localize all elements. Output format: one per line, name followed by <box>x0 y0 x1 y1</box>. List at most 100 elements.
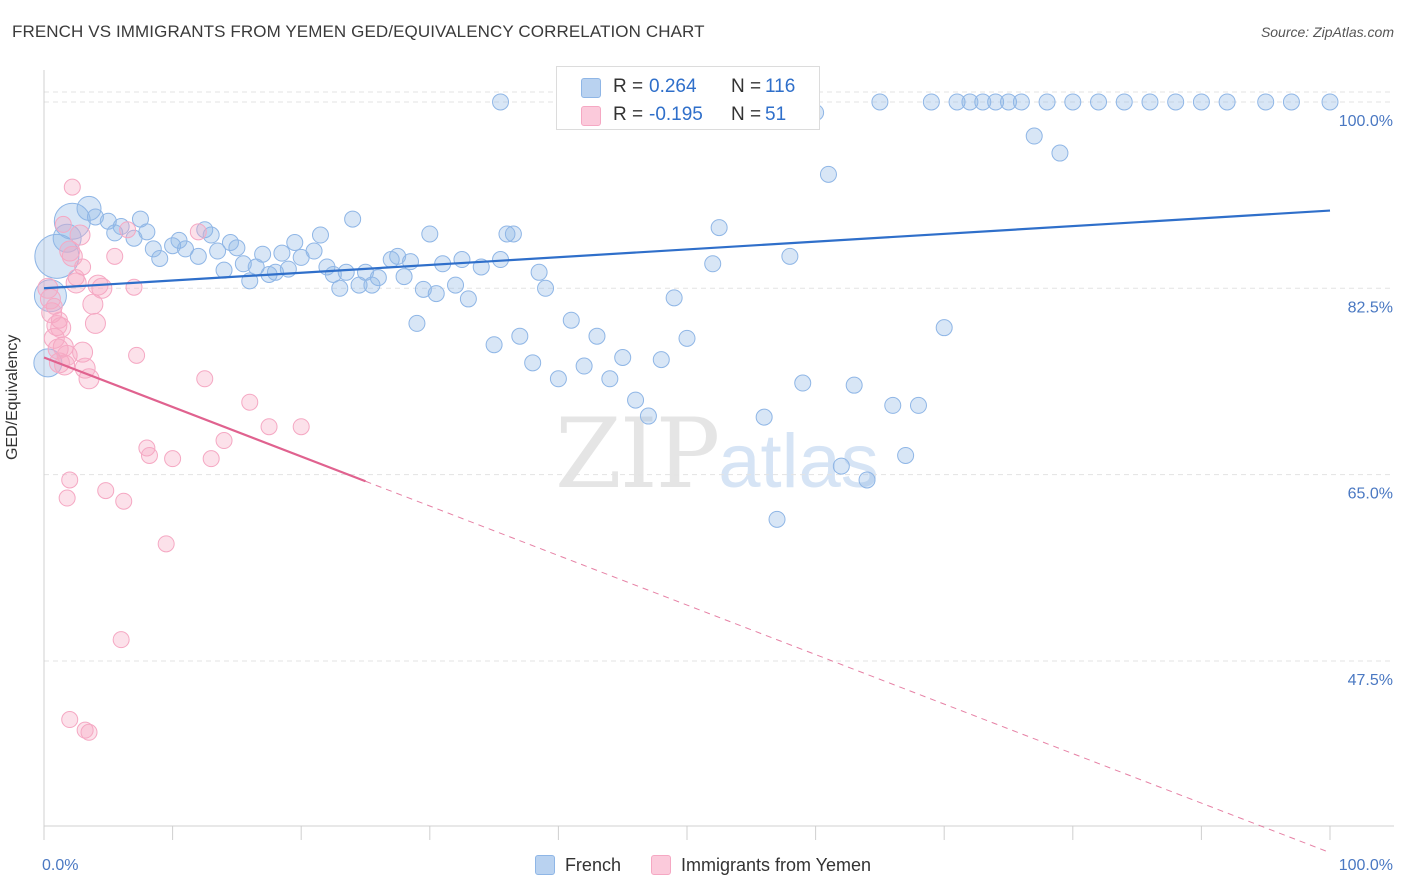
y-tick-label: 100.0% <box>1339 113 1393 130</box>
yemen-point <box>106 247 124 265</box>
french-point <box>498 225 516 243</box>
french-point <box>189 247 207 265</box>
french-point <box>524 354 542 372</box>
french-point <box>1115 93 1133 111</box>
french-point <box>845 376 863 394</box>
stats-swatch-yemen <box>581 106 601 126</box>
french-point <box>530 263 548 281</box>
yemen-point <box>74 357 96 379</box>
yemen-point <box>140 446 158 464</box>
french-point <box>1012 93 1030 111</box>
french-point <box>704 255 722 273</box>
french-point <box>53 202 91 240</box>
legend-swatch-french <box>534 855 555 875</box>
french-point <box>106 224 124 242</box>
french-point <box>369 269 387 287</box>
french-point <box>86 208 104 226</box>
y-tick-label: 47.5% <box>1348 672 1393 689</box>
french-point <box>485 336 503 354</box>
grid-layer <box>44 91 1394 662</box>
french-point <box>1192 93 1210 111</box>
french-point <box>447 276 465 294</box>
french-point <box>909 396 927 414</box>
french-point <box>562 311 580 329</box>
french-point <box>614 348 632 366</box>
french-point <box>138 223 156 241</box>
yemen-point <box>84 312 106 334</box>
french-point <box>537 279 555 297</box>
french-point <box>331 279 349 297</box>
x-tick-label-max: 100.0% <box>1339 857 1393 874</box>
french-point <box>858 471 876 489</box>
french-point <box>601 370 619 388</box>
yemen-trend-line <box>43 356 366 483</box>
french-point <box>1000 93 1017 111</box>
french-point <box>266 263 284 281</box>
french-point <box>652 351 670 369</box>
yemen-point <box>50 311 68 329</box>
yemen-point <box>260 418 278 436</box>
french-point <box>1321 93 1339 111</box>
source-label: Source: ZipAtlas.com <box>1260 24 1394 40</box>
french-point <box>974 93 992 111</box>
french-point <box>588 327 606 345</box>
french-point <box>710 219 728 237</box>
french-point <box>922 93 940 111</box>
french-point <box>408 314 426 332</box>
french-point <box>549 370 567 388</box>
yemen-point <box>43 327 65 349</box>
stats-n-value: 51 <box>765 104 787 125</box>
french-point <box>665 289 683 307</box>
stats-n-value: 116 <box>765 76 796 97</box>
french-point <box>819 165 837 183</box>
french-point <box>504 225 522 243</box>
french-point <box>389 247 407 265</box>
yemen-point <box>112 631 130 649</box>
watermark-zip: ZIP <box>555 398 720 510</box>
yemen-point <box>119 221 137 239</box>
legend-item-yemen: Immigrants from Yemen <box>650 855 871 876</box>
yemen-trend-extension <box>365 480 1331 854</box>
french-point <box>337 263 355 281</box>
yemen-point <box>97 482 115 500</box>
french-point <box>395 268 413 286</box>
yemen-point <box>196 370 214 388</box>
french-point <box>678 329 696 347</box>
french-point <box>273 244 291 262</box>
stats-box: R = 0.264 N = 116 R = -0.195 N = 51 <box>556 66 820 130</box>
french-point <box>639 407 657 425</box>
stats-n-label: N = <box>731 104 762 125</box>
yemen-point <box>63 178 81 196</box>
stats-row-french: R = 0.264 N = 116 <box>557 72 819 102</box>
watermark: ZIPatlas <box>555 398 879 510</box>
yemen-point <box>69 224 91 246</box>
stats-r-value: -0.195 <box>649 104 703 125</box>
yemen-point <box>82 293 104 315</box>
french-point <box>144 240 162 258</box>
yemen-point <box>80 723 98 741</box>
yemen-point <box>59 240 81 262</box>
legend: French Immigrants from Yemen <box>0 850 1406 880</box>
yemen-point <box>157 535 175 553</box>
french-point <box>768 510 786 528</box>
french-point <box>1167 93 1185 111</box>
french-point <box>884 396 902 414</box>
french-point <box>414 280 432 298</box>
yemen-point <box>189 223 207 241</box>
french-point <box>234 255 252 273</box>
french-point <box>170 231 188 249</box>
yemen-point <box>164 450 182 468</box>
french-point <box>76 195 102 221</box>
stats-r-label: R = <box>613 76 644 97</box>
french-point <box>794 374 812 392</box>
legend-swatch-yemen <box>650 855 671 875</box>
y-tick-label: 82.5% <box>1348 299 1393 316</box>
french-point <box>575 357 593 375</box>
french-trend-line <box>43 209 1331 290</box>
french-point <box>1141 93 1159 111</box>
french-point <box>1025 127 1043 145</box>
french-point <box>1090 93 1108 111</box>
yemen-point <box>61 471 79 489</box>
french-point <box>871 93 889 111</box>
